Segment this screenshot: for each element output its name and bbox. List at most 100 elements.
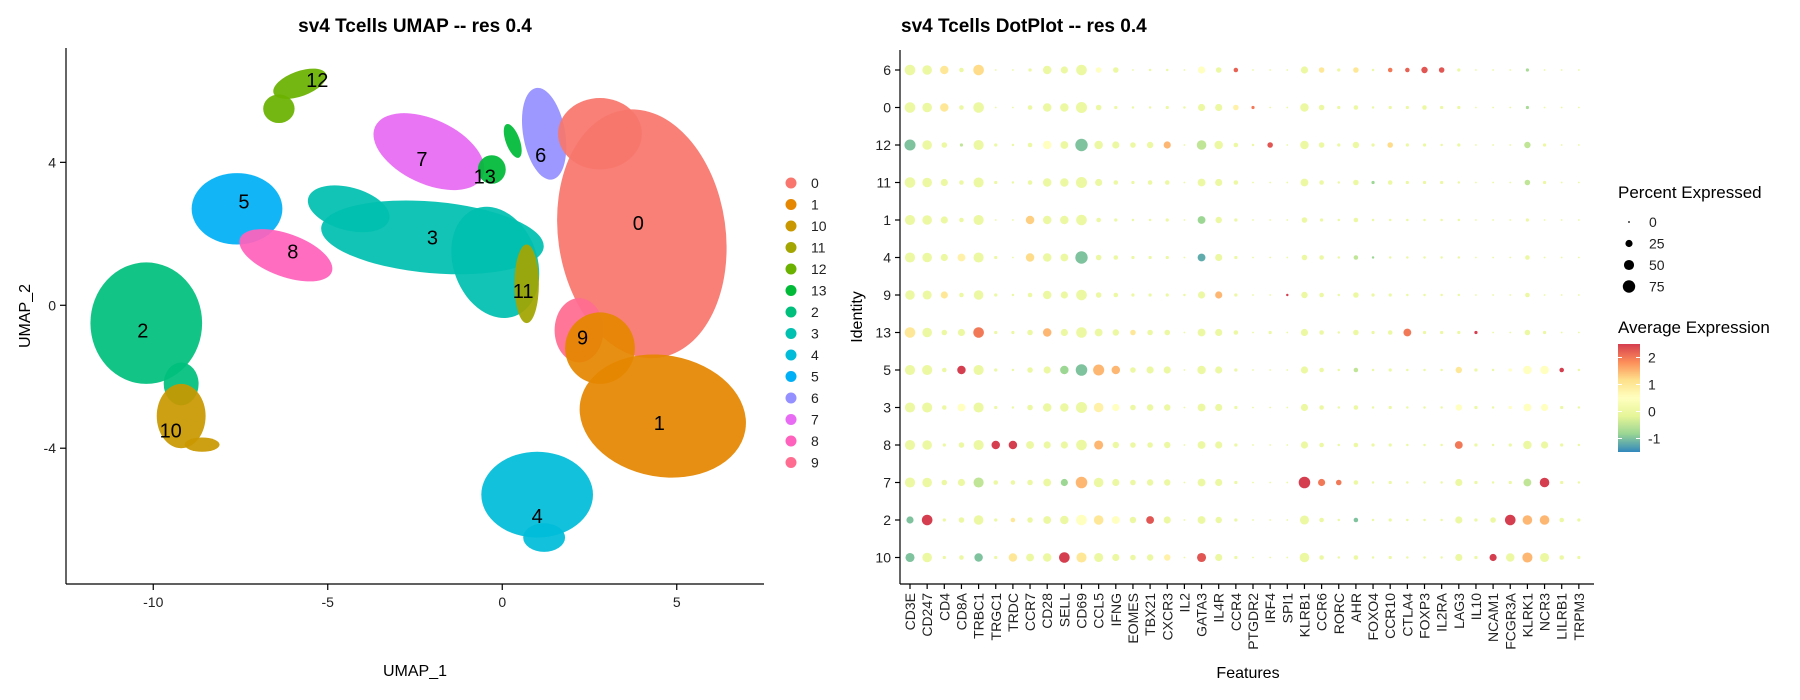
percent-expressed-key-75 xyxy=(1622,280,1636,293)
dot-0-FOXP3 xyxy=(1422,105,1427,110)
dot-4-TRGC1 xyxy=(994,255,998,260)
dot-10-NCR3 xyxy=(1540,552,1550,563)
dot-10-CD3E xyxy=(905,552,915,563)
dot-2-LILRB1 xyxy=(1559,517,1564,523)
dot-10-LAG3 xyxy=(1455,553,1463,562)
dot-6-FOXO4 xyxy=(1371,68,1375,72)
dotplot-x-axis-title: Features xyxy=(1216,665,1279,682)
dot-13-SPI1 xyxy=(1286,331,1289,334)
dot-7-SELL xyxy=(1060,478,1068,487)
umap-legend-key-12 xyxy=(785,263,797,275)
dot-11-FOXO4 xyxy=(1371,180,1375,185)
percent-expressed-legend: Percent Expressed 0 25 50 75 xyxy=(1618,183,1762,295)
dot-11-FCGR3A xyxy=(1509,181,1512,184)
percent-expressed-label-75: 75 xyxy=(1649,279,1665,295)
dot-1-CXCR3 xyxy=(1165,218,1169,222)
dot-7-NCAM1 xyxy=(1491,481,1495,484)
dot-9-IFNG xyxy=(1113,292,1119,298)
dot-0-FOXO4 xyxy=(1371,106,1375,109)
dot-11-LILRB1 xyxy=(1560,181,1563,184)
dotplot-feature-label-IL2RA: IL2RA xyxy=(1434,592,1450,632)
umap-legend-label-2: 2 xyxy=(811,304,819,320)
dot-1-SELL xyxy=(1060,215,1069,225)
dot-2-CTLA4 xyxy=(1406,518,1409,522)
dot-9-KLRK1 xyxy=(1525,292,1530,298)
dot-10-KLRB1 xyxy=(1299,552,1310,563)
dot-7-CD28 xyxy=(1043,478,1052,487)
dotplot-feature-label-CD69: CD69 xyxy=(1074,593,1090,629)
dotplot-feature-label-IFNG: IFNG xyxy=(1108,593,1124,626)
dot-7-PTGDR2 xyxy=(1252,481,1254,484)
dot-5-IL2RA xyxy=(1440,368,1443,372)
dot-0-CD4 xyxy=(940,103,949,112)
dot-8-CTLA4 xyxy=(1406,443,1409,447)
dot-3-SELL xyxy=(1060,403,1069,412)
dot-13-CD8A xyxy=(957,328,966,337)
dot-2-IL2RA xyxy=(1440,518,1443,522)
dot-12-TRPM3 xyxy=(1577,144,1580,146)
dot-13-CD69 xyxy=(1076,327,1087,338)
dot-11-CCL5 xyxy=(1095,178,1103,187)
dot-4-RORC xyxy=(1337,256,1340,259)
dotplot-feature-label-CCR7: CCR7 xyxy=(1022,593,1038,631)
dot-9-SPI1 xyxy=(1286,293,1289,297)
dot-13-CD3E xyxy=(904,327,916,338)
umap-cluster-10-cloud xyxy=(156,383,206,449)
dot-11-IRF4 xyxy=(1269,181,1272,184)
umap-cluster-10-cloud xyxy=(184,437,220,452)
dotplot-feature-label-CD28: CD28 xyxy=(1039,593,1055,629)
dot-13-TRPM3 xyxy=(1577,331,1580,334)
dot-11-AHR xyxy=(1353,179,1359,186)
dot-11-CD28 xyxy=(1042,178,1052,187)
dot-5-IL2 xyxy=(1183,369,1186,371)
dot-0-CCR4 xyxy=(1233,104,1239,111)
dot-11-CD4 xyxy=(940,178,948,187)
dot-8-IL4R xyxy=(1215,441,1223,449)
average-expression-tick-label-2: 0 xyxy=(1648,404,1656,420)
dotplot-identity-label-0: 0 xyxy=(883,100,891,116)
dotplot-feature-label-CD4: CD4 xyxy=(936,593,952,621)
dot-5-PTGDR2 xyxy=(1252,369,1254,371)
dot-2-KLRB1 xyxy=(1299,515,1309,525)
dot-1-CD28 xyxy=(1042,215,1052,225)
dot-10-CCR4 xyxy=(1234,555,1238,560)
dot-1-IL2 xyxy=(1183,219,1186,221)
dot-4-FOXO4 xyxy=(1371,256,1375,259)
dot-10-TRDC xyxy=(1008,553,1018,562)
dot-7-TBX21 xyxy=(1146,479,1154,486)
dot-1-NCR3 xyxy=(1543,219,1546,221)
dot-11-TRPM3 xyxy=(1577,181,1580,184)
dot-2-FOXP3 xyxy=(1423,518,1426,522)
dot-0-NCR3 xyxy=(1543,106,1546,109)
umap-cluster-1-cloud xyxy=(579,354,746,478)
dot-1-PTGDR2 xyxy=(1252,219,1254,221)
dot-9-NCR3 xyxy=(1543,294,1546,296)
dot-11-LAG3 xyxy=(1457,181,1461,184)
dotplot-identity-label-5: 5 xyxy=(883,362,891,378)
umap-legend-key-9 xyxy=(785,457,797,468)
dot-2-CD28 xyxy=(1043,516,1052,524)
dot-12-LAG3 xyxy=(1457,143,1461,147)
dot-8-FCGR3A xyxy=(1508,443,1512,447)
dot-9-CD3E xyxy=(905,290,915,300)
dot-9-IRF4 xyxy=(1269,294,1272,296)
umap-cluster-label-4: 4 xyxy=(532,506,543,528)
umap-legend-key-13 xyxy=(785,285,797,296)
umap-cluster-4-cloud xyxy=(523,523,566,552)
dot-3-CD28 xyxy=(1042,403,1052,412)
dot-10-TBX21 xyxy=(1146,554,1154,561)
dot-13-IRF4 xyxy=(1268,330,1272,335)
dot-3-CCR10 xyxy=(1388,405,1392,410)
dot-1-IL10 xyxy=(1475,219,1477,221)
umap-cluster-6-cloud xyxy=(521,87,567,180)
umap-cluster-12-cloud xyxy=(263,94,295,124)
umap-y-tick-label-1: 0 xyxy=(48,297,56,313)
dot-8-NCAM1 xyxy=(1491,443,1495,447)
umap-legend-label-8: 8 xyxy=(811,433,819,449)
dot-8-TRDC xyxy=(1008,440,1018,450)
dot-12-TRGC1 xyxy=(994,143,998,147)
umap-legend-key-5 xyxy=(785,371,797,382)
dot-5-CD28 xyxy=(1043,366,1051,374)
dot-1-CCR10 xyxy=(1388,218,1392,222)
dot-8-LILRB1 xyxy=(1560,443,1564,447)
